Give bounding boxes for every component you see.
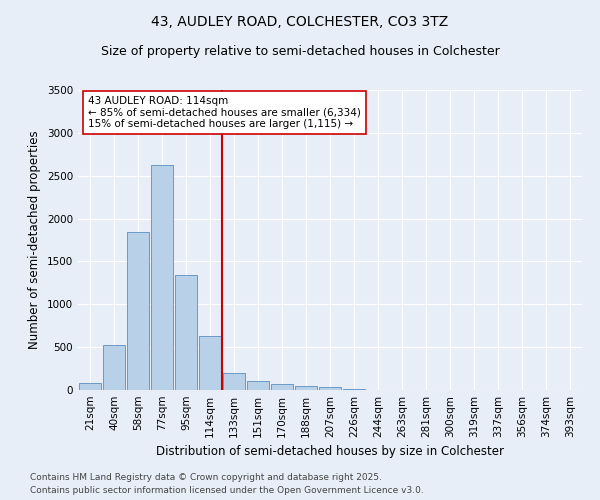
Text: Contains public sector information licensed under the Open Government Licence v3: Contains public sector information licen… bbox=[30, 486, 424, 495]
X-axis label: Distribution of semi-detached houses by size in Colchester: Distribution of semi-detached houses by … bbox=[156, 446, 504, 458]
Bar bbox=[127, 232, 149, 390]
Bar bbox=[295, 386, 317, 390]
Text: 43, AUDLEY ROAD, COLCHESTER, CO3 3TZ: 43, AUDLEY ROAD, COLCHESTER, CO3 3TZ bbox=[151, 15, 449, 29]
Bar bbox=[79, 383, 101, 390]
Text: 43 AUDLEY ROAD: 114sqm
← 85% of semi-detached houses are smaller (6,334)
15% of : 43 AUDLEY ROAD: 114sqm ← 85% of semi-det… bbox=[88, 96, 361, 129]
Bar bbox=[103, 344, 125, 390]
Bar bbox=[151, 164, 173, 390]
Bar bbox=[223, 373, 245, 390]
Text: Contains HM Land Registry data © Crown copyright and database right 2025.: Contains HM Land Registry data © Crown c… bbox=[30, 474, 382, 482]
Bar bbox=[271, 384, 293, 390]
Bar bbox=[319, 388, 341, 390]
Bar bbox=[199, 336, 221, 390]
Text: Size of property relative to semi-detached houses in Colchester: Size of property relative to semi-detach… bbox=[101, 45, 499, 58]
Bar bbox=[247, 382, 269, 390]
Y-axis label: Number of semi-detached properties: Number of semi-detached properties bbox=[28, 130, 41, 350]
Bar bbox=[343, 389, 365, 390]
Bar bbox=[175, 275, 197, 390]
